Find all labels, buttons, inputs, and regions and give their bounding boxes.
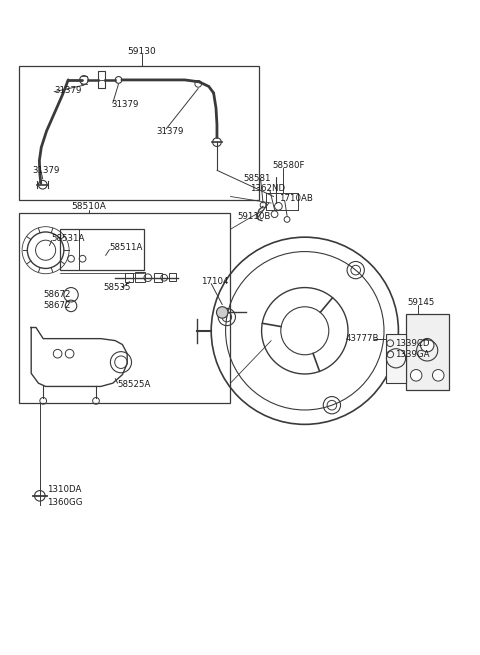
Text: 43777B: 43777B	[346, 334, 379, 343]
Text: 1360GG: 1360GG	[47, 498, 83, 507]
Bar	[60, 229, 144, 270]
Text: 59145: 59145	[407, 298, 434, 307]
Ellipse shape	[410, 369, 422, 381]
Text: 1339GA: 1339GA	[395, 350, 429, 359]
Bar	[19, 66, 259, 200]
Text: 31379: 31379	[111, 100, 139, 109]
Text: 31379: 31379	[156, 126, 183, 136]
Ellipse shape	[420, 339, 434, 352]
Bar	[125, 273, 133, 282]
Bar	[386, 334, 406, 383]
Bar	[98, 71, 105, 88]
Text: 58525A: 58525A	[118, 380, 151, 389]
Ellipse shape	[432, 369, 444, 381]
Text: 58511A: 58511A	[109, 243, 143, 252]
Text: 59110B: 59110B	[238, 212, 271, 221]
Text: 58672: 58672	[43, 301, 71, 310]
Bar	[406, 314, 449, 390]
Ellipse shape	[216, 307, 228, 318]
Bar	[154, 273, 162, 282]
Text: 58535: 58535	[103, 283, 131, 292]
Bar	[169, 273, 176, 281]
Text: 58672: 58672	[43, 290, 71, 299]
Text: 1310DA: 1310DA	[47, 485, 82, 495]
Text: 1362ND: 1362ND	[250, 184, 285, 193]
Text: 1710AB: 1710AB	[279, 194, 313, 203]
Text: 31379: 31379	[33, 166, 60, 175]
Text: 58510A: 58510A	[72, 202, 106, 212]
Text: 31379: 31379	[54, 86, 82, 95]
Bar	[135, 272, 145, 282]
Text: 59130: 59130	[127, 47, 156, 56]
Bar	[19, 213, 230, 403]
Text: 1339CD: 1339CD	[395, 339, 429, 348]
Text: 58580F: 58580F	[273, 160, 305, 170]
Text: 17104: 17104	[201, 277, 228, 286]
Text: 58531A: 58531A	[52, 234, 85, 243]
Text: 58581: 58581	[244, 174, 271, 183]
